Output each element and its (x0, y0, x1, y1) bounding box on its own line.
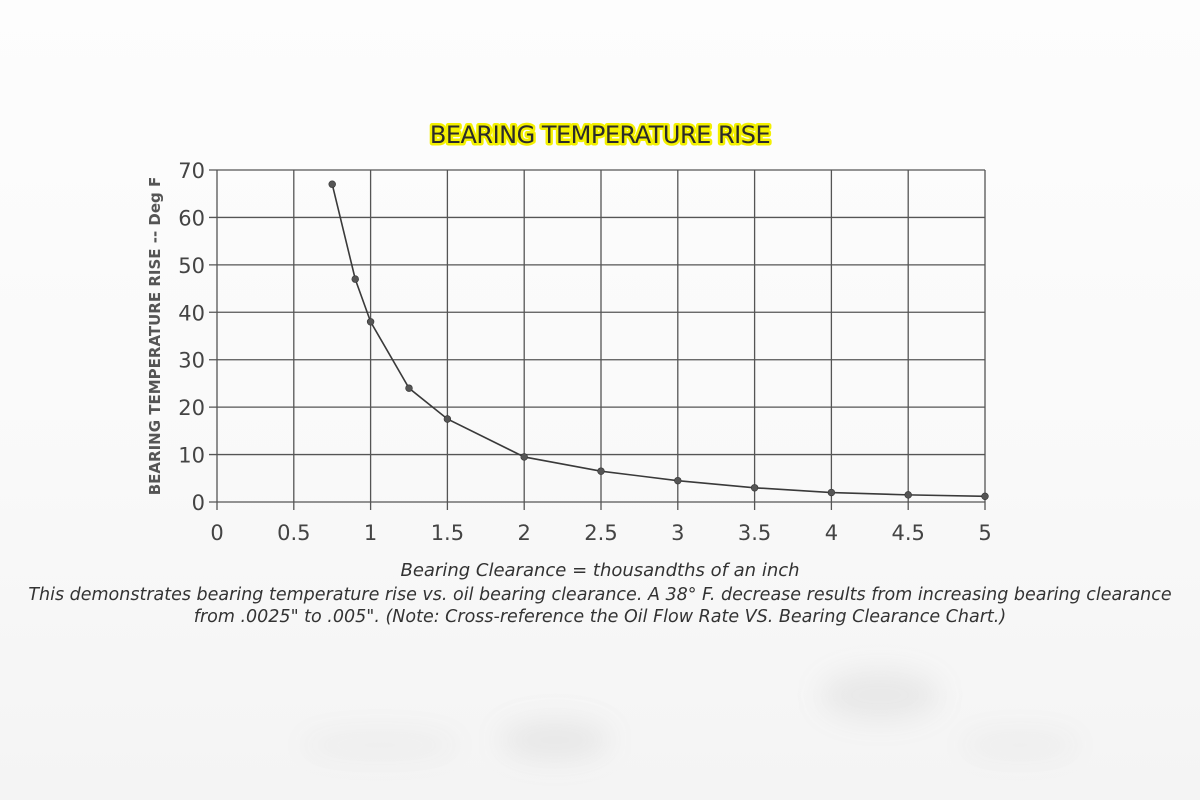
data-point (674, 476, 682, 485)
chart-title-highlight: BEARING TEMPERATURE RISE (430, 121, 770, 149)
y-tick-label: 70 (178, 159, 205, 183)
y-tick-label: 0 (192, 491, 205, 515)
data-point (520, 453, 528, 461)
y-tick-label: 10 (178, 444, 205, 468)
x-tick-label: 0.5 (277, 521, 310, 545)
scan-smudge (960, 730, 1080, 760)
chart-title: BEARING TEMPERATURE RISE (430, 121, 770, 149)
x-tick-label: 1.5 (431, 521, 464, 545)
y-tick-label: 40 (178, 301, 205, 325)
x-tick-label: 2 (518, 521, 531, 545)
x-axis-label: Bearing Clearance = thousandths of an in… (400, 560, 800, 581)
data-point (904, 491, 912, 499)
data-point (597, 467, 605, 475)
x-tick-label: 4 (825, 521, 838, 545)
x-tick-label: 1 (364, 521, 377, 545)
data-point (351, 275, 359, 283)
scan-smudge (820, 670, 940, 720)
data-point (366, 318, 375, 326)
chart-note: This demonstrates bearing temperature ri… (28, 585, 1172, 627)
y-axis-label: BEARING TEMPERATURE RISE -- Deg F (146, 177, 164, 496)
y-tick-label: 60 (178, 206, 205, 230)
bearing-temperature-chart: BEARING TEMPERATURE RISE BEARING TEMPERAT… (146, 119, 992, 546)
scan-smudge (300, 730, 460, 760)
y-tick-label: 20 (178, 396, 205, 420)
data-point (443, 415, 452, 423)
x-tick-label: 2.5 (584, 521, 617, 545)
x-tick-label: 0 (210, 521, 223, 545)
series-line (331, 184, 986, 498)
data-point (750, 484, 759, 492)
x-tick-label: 3.5 (738, 521, 771, 545)
y-tick-label: 50 (178, 254, 205, 278)
data-point (328, 180, 336, 188)
data-point (827, 488, 836, 497)
y-tick-label: 30 (178, 349, 205, 373)
data-point (981, 492, 989, 501)
x-tick-label: 5 (978, 521, 991, 545)
scan-smudge (500, 720, 610, 760)
x-tick-label: 3 (671, 521, 684, 545)
x-tick-label: 4.5 (891, 521, 924, 545)
data-point (405, 384, 413, 392)
